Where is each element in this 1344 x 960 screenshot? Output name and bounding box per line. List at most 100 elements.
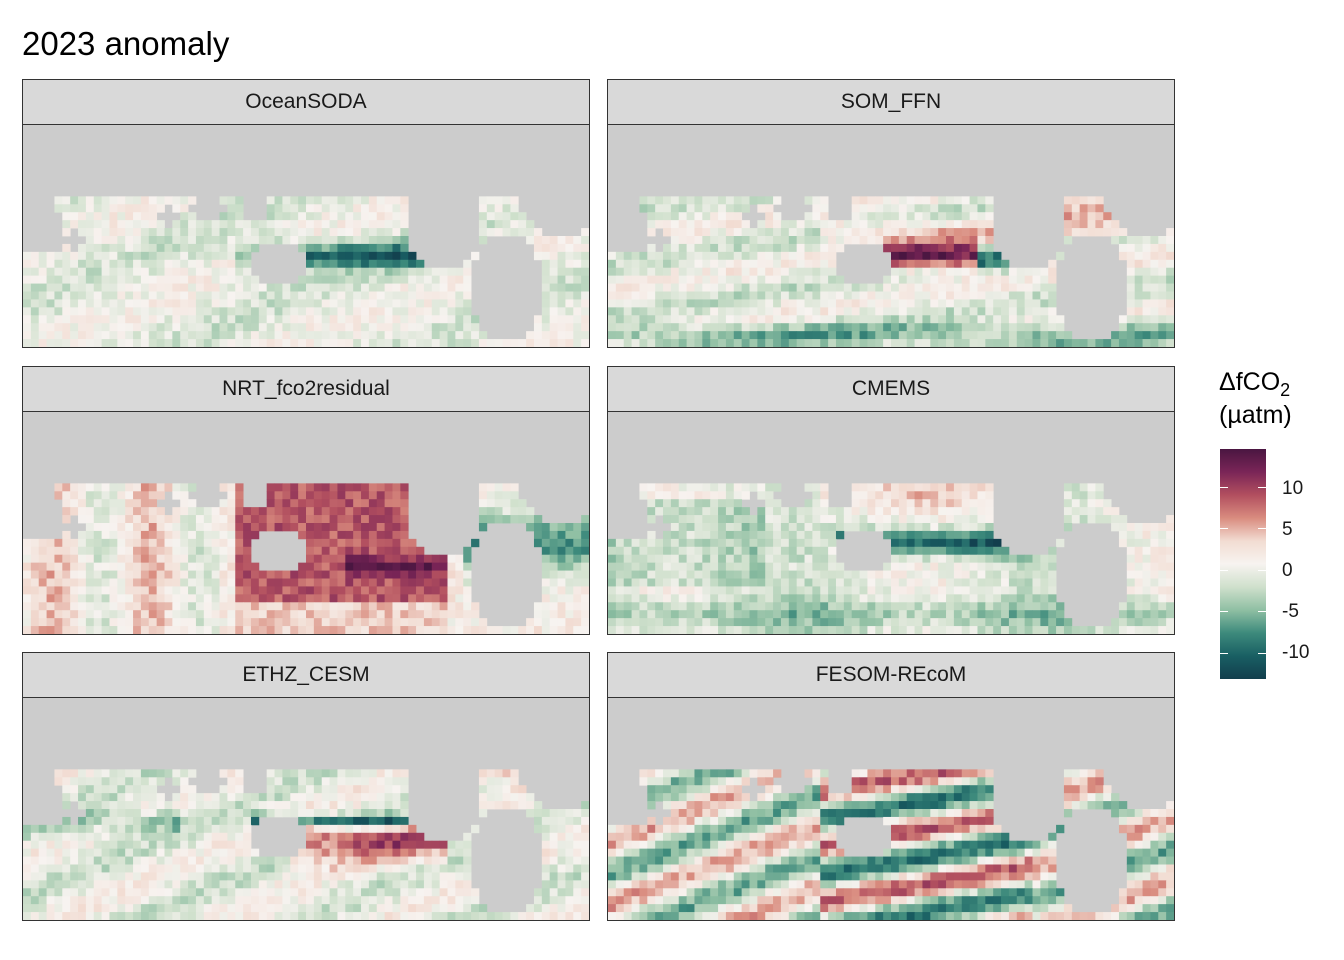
heatmap-cell: [663, 554, 672, 564]
heatmap-cell: [639, 586, 648, 595]
heatmap-cell: [148, 243, 158, 253]
heatmap-cell: [282, 323, 291, 332]
heatmap-cell: [329, 243, 338, 253]
heatmap-cell: [353, 602, 362, 611]
heatmap-cell: [765, 220, 774, 229]
heatmap-cell: [898, 491, 908, 500]
heatmap-cell: [1032, 283, 1041, 292]
heatmap-cell: [109, 793, 118, 802]
heatmap-cell: [541, 530, 551, 540]
heatmap-cell: [463, 259, 472, 269]
heatmap-cell: [1056, 339, 1065, 347]
heatmap-cell: [812, 483, 821, 492]
heatmap-cell: [993, 307, 1002, 316]
heatmap-cell: [820, 562, 829, 571]
heatmap-cell: [282, 228, 291, 237]
heatmap-cell: [1158, 243, 1167, 253]
heatmap-cell: [710, 570, 719, 579]
heatmap-cell: [180, 618, 189, 627]
heatmap-cell: [109, 483, 118, 492]
heatmap-cell: [741, 483, 750, 492]
heatmap-cell: [694, 523, 703, 532]
heatmap-cell: [686, 578, 695, 587]
heatmap-cell: [820, 570, 829, 579]
heatmap-cell: [329, 824, 338, 834]
heatmap-cell: [140, 538, 150, 548]
heatmap-cell: [164, 570, 173, 579]
heatmap-cell: [718, 523, 727, 532]
heatmap-cell: [282, 491, 291, 500]
heatmap-cell: [471, 315, 480, 324]
heatmap-cell: [345, 483, 354, 492]
heatmap-cell: [573, 291, 582, 300]
heatmap-cell: [1056, 626, 1065, 634]
heatmap-cell: [258, 291, 268, 300]
heatmap-cell: [361, 315, 370, 324]
heatmap-cell: [898, 331, 908, 340]
heatmap-cell: [718, 275, 727, 284]
heatmap-cell: [258, 331, 268, 340]
heatmap-cell: [875, 291, 884, 300]
heatmap-cell: [329, 299, 338, 308]
heatmap-cell: [1150, 299, 1159, 308]
heatmap-cell: [156, 578, 165, 587]
heatmap-cell: [243, 299, 252, 308]
heatmap-cell: [639, 331, 648, 340]
heatmap-cell: [180, 243, 189, 253]
heatmap-cell: [1063, 618, 1073, 627]
heatmap-cell: [321, 856, 330, 865]
heatmap-cell: [423, 554, 433, 564]
heatmap-cell: [765, 243, 774, 253]
heatmap-cell: [851, 196, 860, 205]
heatmap-cell: [969, 570, 978, 579]
heatmap-cell: [985, 307, 994, 316]
heatmap-cell: [1001, 618, 1010, 627]
heatmap-cell: [125, 515, 134, 524]
heatmap-cell: [502, 212, 511, 221]
heatmap-cell: [859, 331, 868, 340]
heatmap-cell: [851, 578, 860, 587]
heatmap-cell: [290, 196, 299, 205]
heatmap-cell: [329, 530, 338, 540]
heatmap-cell: [549, 856, 558, 865]
heatmap-cell: [78, 832, 87, 842]
heatmap-cell: [686, 618, 695, 627]
heatmap-cell: [898, 515, 908, 524]
heatmap-cell: [337, 801, 346, 810]
heatmap-cell: [408, 594, 417, 603]
heatmap-cell: [631, 339, 640, 347]
heatmap-cell: [843, 323, 853, 332]
heatmap-cell: [243, 323, 252, 332]
heatmap-cell: [70, 299, 79, 308]
heatmap-cell: [70, 331, 79, 340]
heatmap-cell: [1150, 626, 1159, 634]
heatmap-cell: [109, 801, 118, 810]
heatmap-cell: [329, 491, 338, 500]
heatmap-cell: [780, 243, 790, 253]
heatmap-cell: [573, 578, 582, 587]
heatmap-cell: [557, 299, 566, 308]
heatmap-cell: [891, 307, 900, 316]
heatmap-cell: [180, 864, 189, 873]
heatmap-cell: [400, 610, 409, 619]
heatmap-cell: [1158, 315, 1167, 324]
heatmap-cell: [93, 793, 103, 802]
heatmap-cell: [1032, 315, 1041, 324]
heatmap-cell: [361, 299, 370, 308]
heatmap-cell: [148, 769, 158, 778]
heatmap-cell: [70, 785, 79, 794]
heatmap-cell: [573, 243, 582, 253]
heatmap-cell: [78, 259, 87, 269]
heatmap-cell: [85, 515, 95, 524]
heatmap-cell: [211, 562, 220, 571]
heatmap-cell: [266, 872, 275, 881]
heatmap-cell: [891, 315, 900, 324]
heatmap-cell: [581, 832, 589, 842]
heatmap-cell: [321, 594, 330, 603]
heatmap-cell: [615, 570, 625, 579]
heatmap-cell: [557, 570, 566, 579]
heatmap-cell: [203, 809, 213, 818]
heatmap-cell: [828, 507, 837, 516]
heatmap-cell: [219, 530, 228, 540]
heatmap-cell: [938, 267, 947, 277]
